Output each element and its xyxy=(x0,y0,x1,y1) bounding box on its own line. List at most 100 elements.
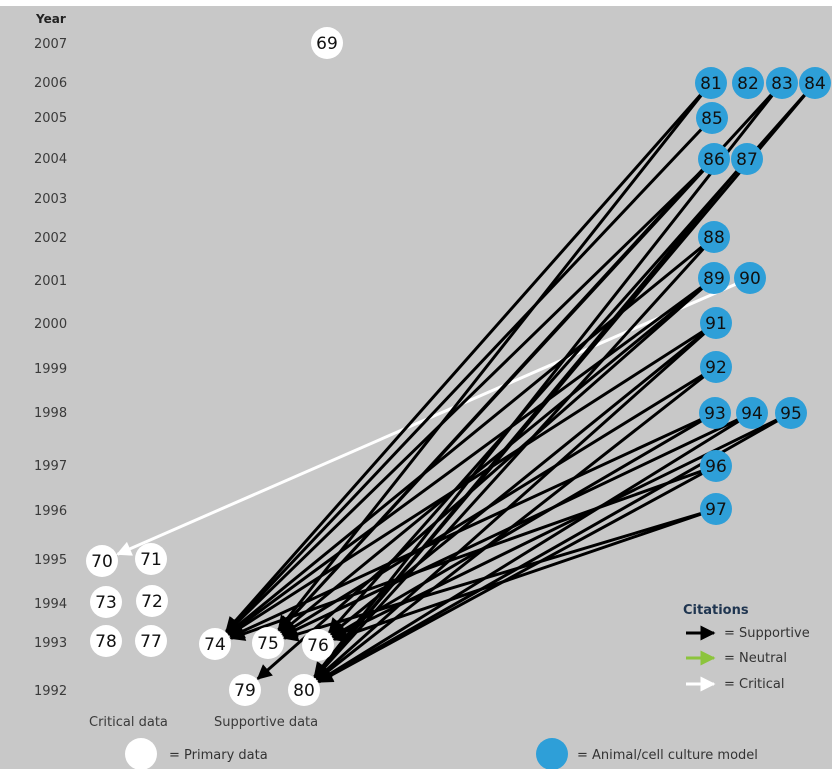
year-label: 2002 xyxy=(34,231,67,246)
node-82: 82 xyxy=(732,67,764,99)
node-92: 92 xyxy=(700,351,732,383)
node-label: 96 xyxy=(705,457,727,477)
model-node-circle xyxy=(766,67,798,99)
legend-model-label: = Animal/cell culture model xyxy=(577,748,758,763)
model-node-circle xyxy=(736,397,768,429)
node-label: 95 xyxy=(780,404,802,424)
citation-edge-supportive xyxy=(226,155,718,634)
model-node-circle xyxy=(799,67,831,99)
node-label: 75 xyxy=(257,634,279,654)
citation-edge-supportive xyxy=(225,79,715,633)
node-97: 97 xyxy=(700,493,732,525)
model-node-circle xyxy=(698,221,730,253)
year-axis-title: Year xyxy=(35,12,66,26)
year-label: 1995 xyxy=(34,553,67,568)
node-85: 85 xyxy=(696,102,728,134)
primary-node-circle xyxy=(90,586,122,618)
node-88: 88 xyxy=(698,221,730,253)
year-axis: 2007 2006 2005 2004 2003 2002 2001 2000 1999 1998… xyxy=(34,37,67,699)
node-label: 94 xyxy=(741,404,763,424)
citation-edge-supportive xyxy=(225,114,716,633)
model-node-circle xyxy=(700,493,732,525)
node-label: 91 xyxy=(705,314,727,334)
citation-edge-supportive xyxy=(278,155,718,632)
node-label: 74 xyxy=(204,635,226,655)
citation-edges xyxy=(116,78,819,684)
node-label: 83 xyxy=(771,74,793,94)
primary-node-circle xyxy=(135,625,167,657)
node-95: 95 xyxy=(775,397,807,429)
node-79: 79 xyxy=(229,674,261,706)
year-label: 1998 xyxy=(34,406,67,421)
node-86: 86 xyxy=(698,143,730,175)
year-label: 2001 xyxy=(34,274,67,289)
primary-node-circle xyxy=(288,674,320,706)
legend-neutral-label: = Neutral xyxy=(724,651,787,666)
node-label: 78 xyxy=(95,632,117,652)
model-node-circle xyxy=(700,307,732,339)
year-label: 1996 xyxy=(34,504,67,519)
node-69: 69 xyxy=(311,27,343,59)
citation-edge-supportive xyxy=(279,274,719,634)
year-label: 1994 xyxy=(34,597,67,612)
node-type-legend: = Primary data = Animal/cell culture mod… xyxy=(125,738,758,769)
legend-model-swatch xyxy=(536,738,568,769)
legend-title: Citations xyxy=(683,603,749,618)
node-label: 81 xyxy=(700,74,722,94)
primary-node-circle xyxy=(229,674,261,706)
year-label: 2006 xyxy=(34,76,67,91)
year-label: 1993 xyxy=(34,636,67,651)
model-node-circle xyxy=(696,102,728,134)
node-87: 87 xyxy=(731,143,763,175)
citation-edge-supportive xyxy=(282,506,721,642)
node-label: 76 xyxy=(307,636,329,656)
citation-edge-supportive xyxy=(228,319,721,637)
primary-node-circle xyxy=(302,629,334,661)
node-label: 77 xyxy=(140,632,162,652)
citation-edge-supportive xyxy=(229,463,721,641)
node-84: 84 xyxy=(799,67,831,99)
model-node-circle xyxy=(775,397,807,429)
node-74: 74 xyxy=(199,628,231,660)
critical-data-label: Critical data xyxy=(89,715,168,730)
node-76: 76 xyxy=(302,629,334,661)
node-91: 91 xyxy=(700,307,732,339)
node-label: 79 xyxy=(234,681,256,701)
year-label: 1999 xyxy=(34,362,67,377)
year-label: 1997 xyxy=(34,459,67,474)
node-label: 69 xyxy=(316,34,338,54)
legend-primary-swatch xyxy=(125,738,157,769)
model-node-circle xyxy=(699,397,731,429)
node-label: 80 xyxy=(293,681,315,701)
model-node-circle xyxy=(695,67,727,99)
node-label: 89 xyxy=(703,269,725,289)
model-node-circle xyxy=(698,143,730,175)
citation-edge-supportive xyxy=(317,409,757,683)
node-77: 77 xyxy=(135,625,167,657)
citations-legend: Citations = Supportive = Neutral = Criti… xyxy=(683,603,810,692)
citation-edge-supportive xyxy=(317,462,721,684)
model-node-circle xyxy=(734,262,766,294)
year-label: 2005 xyxy=(34,111,67,126)
node-78: 78 xyxy=(90,625,122,657)
model-node-circle xyxy=(698,262,730,294)
citation-edge-supportive xyxy=(229,409,720,639)
citation-edge-supportive xyxy=(313,154,751,679)
node-81: 81 xyxy=(695,67,727,99)
year-label: 1992 xyxy=(34,684,67,699)
citation-edge-supportive xyxy=(315,319,720,680)
node-label: 82 xyxy=(737,74,759,94)
primary-node-circle xyxy=(252,627,284,659)
citation-edge-critical xyxy=(116,275,755,556)
node-71: 71 xyxy=(135,543,167,575)
primary-node-circle xyxy=(90,625,122,657)
node-73: 73 xyxy=(90,586,122,618)
citation-nodes: 69 70 71 72 73 74 75 76 77 78 79 80 81 82 83 84 85 86 87 88… xyxy=(86,27,831,706)
node-label: 84 xyxy=(804,74,826,94)
citation-edge-supportive xyxy=(227,233,719,635)
primary-node-circle xyxy=(86,545,118,577)
citation-edge-supportive xyxy=(316,363,721,681)
citation-edge-supportive xyxy=(314,233,718,679)
node-70: 70 xyxy=(86,545,118,577)
